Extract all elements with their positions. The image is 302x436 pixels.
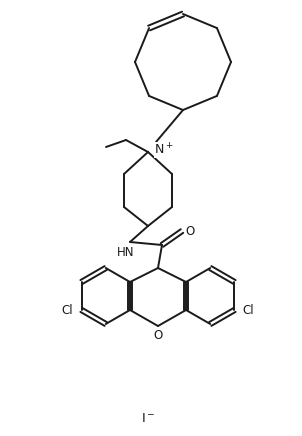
Text: O: O — [185, 225, 194, 238]
Text: Cl: Cl — [62, 303, 73, 317]
Text: HN: HN — [117, 246, 135, 259]
Text: Cl: Cl — [243, 303, 254, 317]
Text: N$^+$: N$^+$ — [154, 142, 174, 158]
Text: I$^-$: I$^-$ — [141, 412, 155, 425]
Text: O: O — [153, 328, 162, 341]
